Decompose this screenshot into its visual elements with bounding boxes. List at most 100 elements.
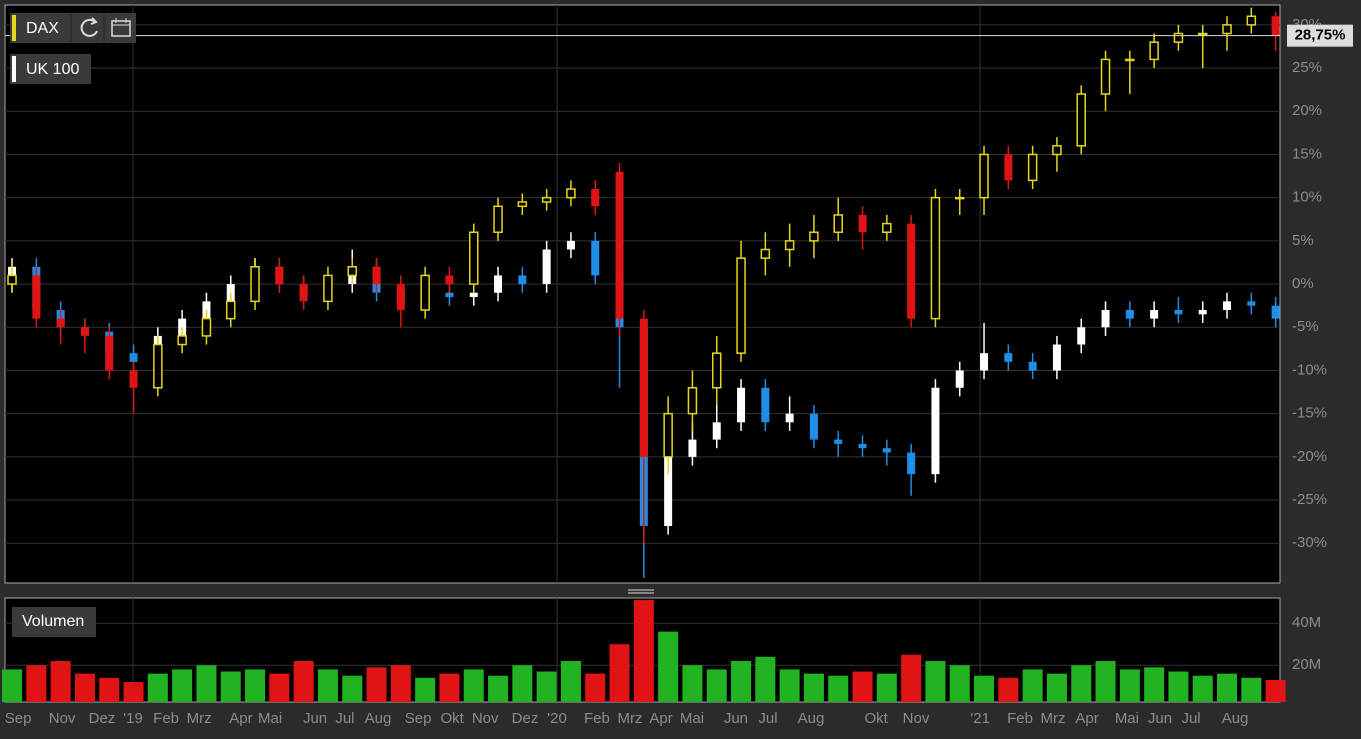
- candle-body: [1101, 309, 1110, 328]
- volume-bar: [26, 665, 47, 702]
- candle-body: [80, 327, 89, 336]
- x-tick-label: Feb: [584, 710, 610, 727]
- x-tick-label: Mrz: [1041, 710, 1066, 727]
- candle-body: [541, 196, 552, 203]
- candle-body: [882, 448, 891, 453]
- x-tick-label: Aug: [1222, 710, 1249, 727]
- legend-uk100[interactable]: UK 100: [10, 54, 91, 84]
- y-tick-label: -15%: [1292, 405, 1327, 422]
- candle-body: [56, 318, 65, 328]
- candle-body: [907, 452, 916, 475]
- candle-body: [979, 153, 989, 199]
- y-tick-label: 20M: [1292, 656, 1321, 673]
- candle-body: [7, 274, 17, 285]
- candle-body: [1246, 15, 1257, 26]
- x-tick-label: Aug: [365, 710, 392, 727]
- y-tick-label: 20%: [1292, 102, 1322, 119]
- volume-bar: [998, 677, 1019, 702]
- x-tick-label: Mrz: [617, 710, 642, 727]
- candle-body: [445, 275, 454, 285]
- candle-body: [445, 292, 454, 298]
- legend-volume[interactable]: Volumen: [12, 607, 96, 637]
- candle-body: [542, 249, 551, 285]
- legend-label: Volumen: [22, 613, 84, 630]
- volume-bar: [779, 669, 800, 702]
- volume-bar: [123, 682, 144, 702]
- candle-body: [931, 387, 940, 475]
- refresh-icon[interactable]: [80, 18, 98, 37]
- y-tick-label: 40M: [1292, 614, 1321, 631]
- candle-body: [1222, 24, 1232, 35]
- candle-body: [177, 335, 187, 346]
- volume-bar: [560, 661, 581, 702]
- legend-dax[interactable]: DAX: [10, 13, 136, 43]
- volume-bar: [269, 673, 290, 702]
- candle-body: [299, 284, 308, 302]
- legend-box: [12, 607, 96, 637]
- candle-body: [469, 292, 478, 298]
- candle-body: [1125, 58, 1135, 62]
- legend-swatch: [12, 15, 16, 41]
- candle-body: [372, 266, 381, 285]
- calendar-icon[interactable]: [111, 20, 131, 37]
- x-tick-label: Feb: [1007, 710, 1033, 727]
- x-tick-label: Jun: [1148, 710, 1172, 727]
- x-tick-label: Apr: [649, 710, 672, 727]
- x-tick-label: '19: [123, 710, 143, 727]
- volume-bar: [974, 675, 995, 702]
- candle-body: [712, 422, 721, 440]
- candle-body: [663, 412, 673, 458]
- candle-body: [468, 231, 479, 285]
- plot-layer: -30%-25%-20%-15%-10%-5%0%5%10%15%20%25%3…: [2, 5, 1353, 727]
- candle-body: [615, 171, 624, 319]
- candle-body: [591, 240, 600, 276]
- x-tick-label: Jul: [1181, 710, 1200, 727]
- candle-body: [494, 275, 503, 293]
- candle-body: [858, 443, 867, 449]
- legend-box: [10, 54, 91, 84]
- candle-body: [711, 352, 722, 389]
- candle-body: [664, 456, 673, 526]
- candle-body: [493, 205, 503, 233]
- volume-bar: [1192, 675, 1213, 702]
- candle-body: [687, 386, 698, 415]
- y-tick-label: -30%: [1292, 534, 1327, 551]
- x-tick-label: Apr: [1075, 710, 1098, 727]
- candle-body: [129, 353, 138, 362]
- volume-bar: [949, 665, 970, 702]
- volume-bar: [633, 600, 654, 702]
- candle-body: [105, 335, 114, 371]
- volume-bar: [901, 654, 922, 702]
- volume-bar: [1119, 669, 1140, 702]
- volume-bar: [1022, 669, 1043, 702]
- volume-bar: [1217, 673, 1238, 702]
- volume-bar: [536, 671, 557, 702]
- candle-body: [396, 284, 405, 310]
- x-tick-label: Dez: [89, 710, 116, 727]
- volume-bar: [1071, 665, 1092, 702]
- candle-body: [1197, 32, 1208, 36]
- volume-bar: [220, 671, 241, 702]
- x-tick-label: Okt: [440, 710, 464, 727]
- candle-body: [1004, 353, 1013, 362]
- legend-box: [10, 13, 136, 43]
- candle-body: [1027, 153, 1038, 182]
- volume-bar: [317, 669, 338, 702]
- x-tick-label: '21: [970, 710, 990, 727]
- x-tick-label: Aug: [798, 710, 825, 727]
- legend-label: DAX: [26, 20, 59, 37]
- volume-bar: [366, 667, 387, 702]
- candle-body: [1125, 309, 1134, 319]
- candle-body: [153, 343, 163, 389]
- x-tick-label: Mai: [680, 710, 704, 727]
- volume-bar: [463, 669, 484, 702]
- candle-body: [566, 188, 576, 199]
- y-tick-label: 10%: [1292, 189, 1322, 206]
- volume-bar: [852, 671, 873, 702]
- last-price-tag: [1287, 24, 1353, 47]
- volume-bar: [925, 661, 946, 702]
- volume-bar: [196, 665, 217, 702]
- splitter[interactable]: [626, 588, 656, 596]
- candle-body: [980, 353, 989, 371]
- volume-bar: [439, 673, 460, 702]
